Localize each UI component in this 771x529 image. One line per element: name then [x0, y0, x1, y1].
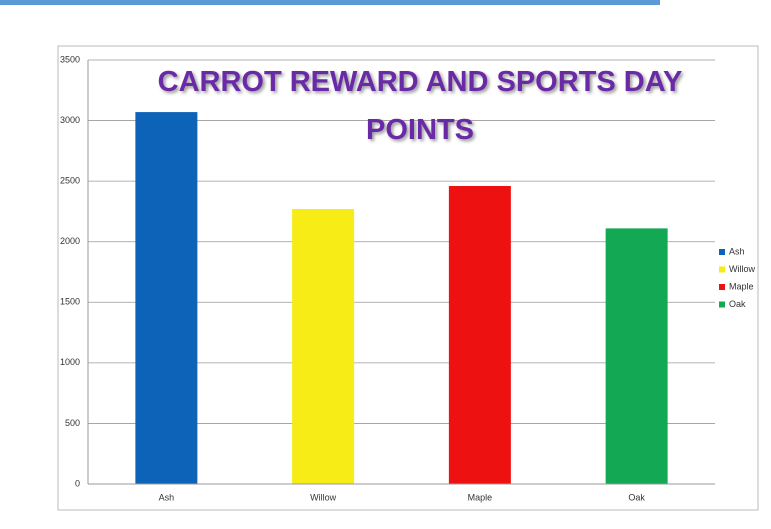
bar [606, 228, 668, 484]
legend-swatch [719, 267, 725, 273]
bar [135, 112, 197, 484]
bar [449, 186, 511, 484]
bar [292, 209, 354, 484]
x-tick-label: Oak [628, 492, 645, 502]
chart-title: CARROT REWARD AND SPORTS DAY POINTS [100, 58, 740, 154]
x-tick-label: Willow [310, 492, 336, 502]
legend-label: Ash [729, 246, 745, 256]
y-tick-label: 2000 [60, 236, 80, 246]
x-tick-label: Ash [159, 492, 175, 502]
legend-swatch [719, 302, 725, 308]
legend-label: Willow [729, 264, 755, 274]
x-tick-label: Maple [468, 492, 493, 502]
legend-label: Maple [729, 281, 754, 291]
y-tick-label: 3000 [60, 115, 80, 125]
legend-swatch [719, 249, 725, 255]
y-tick-label: 1000 [60, 357, 80, 367]
legend-swatch [719, 284, 725, 290]
top-bar [0, 0, 660, 5]
y-tick-label: 500 [65, 418, 80, 428]
y-tick-label: 3500 [60, 54, 80, 64]
y-tick-label: 2500 [60, 176, 80, 186]
y-tick-label: 1500 [60, 297, 80, 307]
page: 0 500 1000 1500 2000 2500 3000 3500 Ash Willow Map… [0, 0, 771, 529]
y-tick-label: 0 [75, 478, 80, 488]
legend-label: Oak [729, 299, 746, 309]
